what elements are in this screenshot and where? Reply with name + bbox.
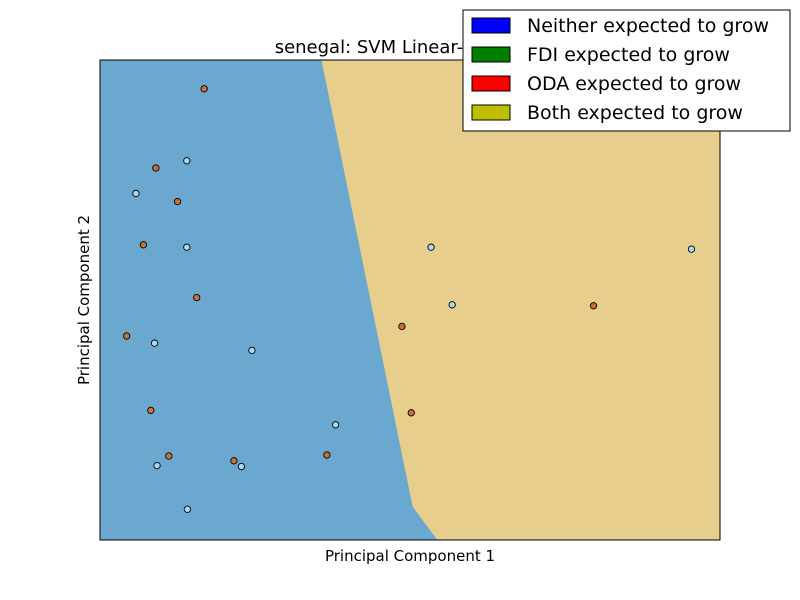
legend-label-neither-expected-to-grow: Neither expected to grow (527, 15, 769, 37)
point-both-expected-to-grow-3 (139, 241, 148, 249)
legend-label-oda-expected-to-grow: ODA expected to grow (527, 73, 741, 95)
point-neither-expected-to-grow-10 (183, 505, 192, 513)
decision-regions (99, 59, 721, 541)
legend-swatch-neither-expected-to-grow (471, 17, 511, 34)
point-neither-expected-to-grow-2 (183, 243, 191, 251)
point-neither-expected-to-grow-5 (427, 243, 435, 251)
y-axis-label: Principal Component 2 (75, 215, 93, 385)
legend: Neither expected to grow FDI expected to … (462, 9, 791, 132)
point-both-expected-to-grow-1 (152, 164, 160, 172)
point-both-expected-to-grow-10 (165, 452, 173, 460)
point-neither-expected-to-grow-3 (150, 339, 159, 347)
x-axis-label: Principal Component 1 (325, 547, 495, 565)
point-both-expected-to-grow-0 (200, 85, 208, 93)
legend-swatch-both-expected-to-grow (471, 104, 511, 121)
point-neither-expected-to-grow-4 (248, 346, 256, 355)
point-both-expected-to-grow-8 (589, 302, 598, 310)
point-both-expected-to-grow-9 (407, 409, 415, 417)
legend-swatch-fdi-expected-to-grow (471, 46, 511, 63)
point-both-expected-to-grow-7 (398, 322, 406, 331)
plot-frame (99, 59, 721, 541)
point-both-expected-to-grow-2 (173, 197, 182, 206)
point-both-expected-to-grow-6 (147, 406, 155, 415)
legend-swatch-oda-expected-to-grow (471, 75, 511, 92)
point-neither-expected-to-grow-0 (183, 157, 191, 165)
legend-frame (462, 9, 791, 132)
legend-label-both-expected-to-grow: Both expected to grow (527, 102, 743, 124)
point-neither-expected-to-grow-11 (448, 301, 456, 309)
point-both-expected-to-grow-4 (193, 293, 201, 302)
plot-area (99, 59, 721, 541)
point-both-expected-to-grow-11 (230, 457, 238, 465)
point-neither-expected-to-grow-8 (153, 461, 161, 470)
point-neither-expected-to-grow-6 (687, 245, 696, 253)
point-neither-expected-to-grow-9 (237, 462, 246, 471)
point-neither-expected-to-grow-7 (331, 421, 340, 429)
point-both-expected-to-grow-12 (323, 451, 331, 459)
data-points (123, 85, 696, 513)
point-both-expected-to-grow-5 (123, 332, 131, 340)
point-neither-expected-to-grow-1 (132, 189, 140, 198)
legend-label-fdi-expected-to-grow: FDI expected to grow (527, 44, 730, 66)
legend-items: Neither expected to grow FDI expected to … (471, 15, 769, 124)
